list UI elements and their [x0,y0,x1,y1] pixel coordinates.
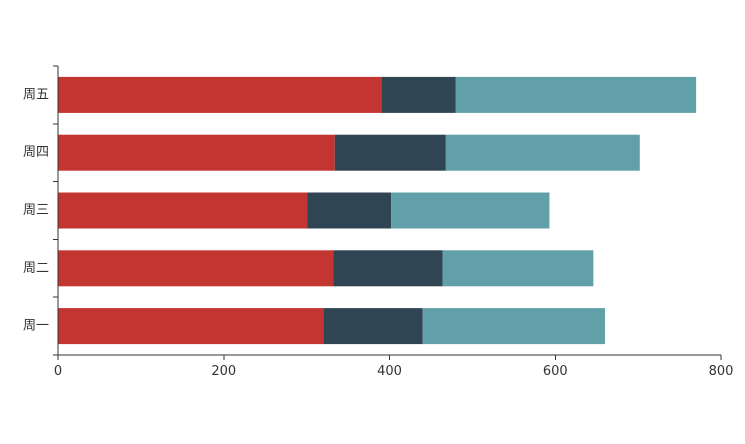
bar-2-segment-3 [442,250,594,287]
bar-1-segment-3 [422,308,605,345]
y-tick-label: 周五 [23,87,49,102]
bar-2-segment-2 [333,250,443,287]
y-tick-label: 周三 [23,203,49,218]
x-tick-label: 400 [377,364,402,379]
x-tick-label: 0 [54,364,62,379]
bar-4-segment-2 [334,134,446,171]
bar-4-segment-3 [445,134,640,171]
bar-3-segment-3 [391,192,550,229]
bar-4-segment-1 [58,134,335,171]
bar-1-segment-1 [58,308,324,345]
x-tick-label: 600 [543,364,568,379]
bars-group [58,76,697,345]
y-tick-label: 周一 [23,319,49,334]
x-axis: 0 200 400 600 800 [54,354,734,379]
y-tick-label: 周二 [23,261,49,276]
bar-2-segment-1 [58,250,334,287]
bar-3-segment-1 [58,192,308,229]
bar-5-segment-1 [58,76,382,113]
bar-5-segment-3 [455,76,697,113]
y-axis: 周一 周二 周三 周四 周五 [23,65,59,356]
bar-3-segment-2 [307,192,392,229]
bar-5-segment-2 [381,76,456,113]
x-tick-label: 800 [709,364,734,379]
y-tick-label: 周四 [23,145,49,160]
x-tick-label: 200 [211,364,236,379]
bar-1-segment-2 [323,308,423,345]
